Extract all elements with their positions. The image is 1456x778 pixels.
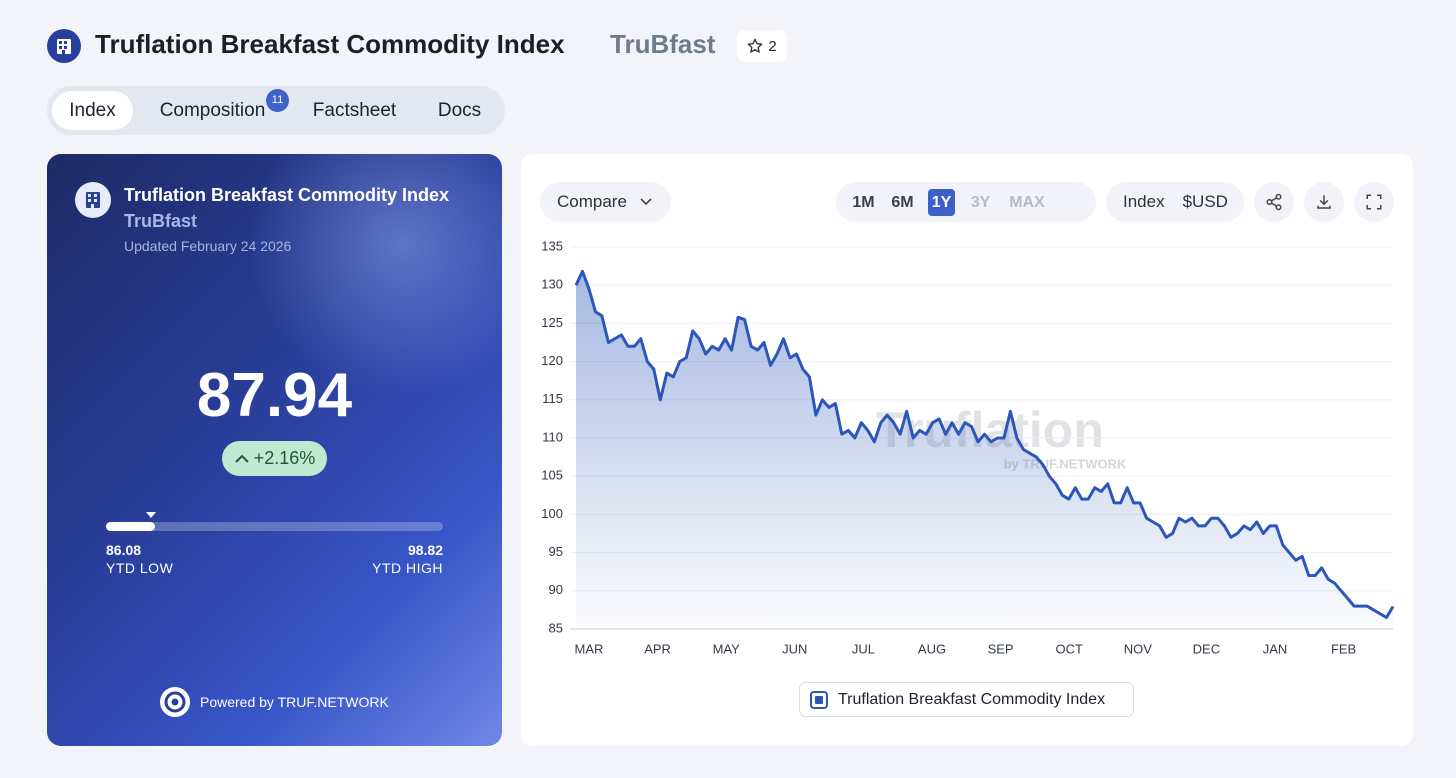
range-button[interactable]: 1M (852, 193, 875, 211)
tab[interactable]: Factsheet (312, 100, 397, 121)
updated-date: Updated February 24 2026 (124, 238, 292, 254)
legend-swatch (810, 690, 828, 709)
range-button[interactable]: 6M (891, 193, 914, 211)
ytd-low-value: 86.08 (106, 542, 142, 558)
tab[interactable]: Composition (159, 100, 266, 121)
star-icon (747, 38, 763, 53)
tab[interactable]: Index (52, 91, 133, 130)
share-icon (1266, 193, 1282, 211)
card-glow (242, 154, 502, 394)
download-icon (1317, 195, 1331, 209)
powered-by: Powered by TRUF.NETWORK (200, 694, 389, 710)
page-title: Truflation Breakfast Commodity Index (95, 29, 565, 59)
summary-card: Truflation Breakfast Commodity Index Tru… (47, 154, 502, 746)
unit-option[interactable]: $USD (1182, 192, 1228, 211)
legend-label: Truflation Breakfast Commodity Index (838, 690, 1106, 708)
index-value: 87.94 (196, 361, 353, 430)
chevron (640, 198, 652, 206)
tab-badge: 11 (266, 89, 289, 112)
star-count: 2 (768, 37, 777, 55)
range-button[interactable]: MAX (1009, 193, 1045, 211)
card-icon (75, 182, 111, 218)
range-selector: 1M 6M 1Y 3Y MAX (836, 182, 1096, 222)
legend[interactable]: Truflation Breakfast Commodity Index (799, 682, 1134, 717)
range-button[interactable]: 3Y (970, 193, 991, 211)
ytd-range-bar (106, 512, 443, 531)
ytd-range-fill (106, 522, 156, 531)
unit-option[interactable]: Index (1123, 192, 1165, 211)
truf-logo (160, 687, 190, 717)
fullscreen-icon (1366, 194, 1382, 210)
range-button[interactable]: 1Y (928, 188, 955, 216)
up-arrow (235, 454, 249, 463)
ytd-low-label: YTD LOW (106, 560, 174, 576)
ytd-high-value: 98.82 (407, 542, 443, 558)
change-value: +2.16% (253, 448, 316, 468)
unit-selector: Index $USD (1106, 182, 1244, 222)
card-title: Truflation Breakfast Commodity Index (124, 185, 450, 205)
download-button[interactable] (1304, 182, 1344, 222)
compare-button[interactable]: Compare (540, 182, 671, 222)
ytd-high-label: YTD HIGH (372, 560, 443, 576)
fullscreen-button[interactable] (1354, 182, 1394, 222)
chart-panel: Compare 1M 6M 1Y 3Y MAX Index $USD (521, 154, 1413, 746)
logo-icon (47, 29, 81, 63)
card-ticker: TruBfast (124, 211, 198, 231)
page-ticker: TruBfast (610, 29, 716, 59)
tab[interactable]: Docs (437, 100, 482, 121)
ytd-range-marker (146, 512, 157, 518)
change-badge: +2.16% (222, 441, 327, 476)
compare-label: Compare (557, 192, 627, 211)
star-button[interactable]: 2 (737, 30, 787, 62)
share-button[interactable] (1254, 182, 1294, 222)
